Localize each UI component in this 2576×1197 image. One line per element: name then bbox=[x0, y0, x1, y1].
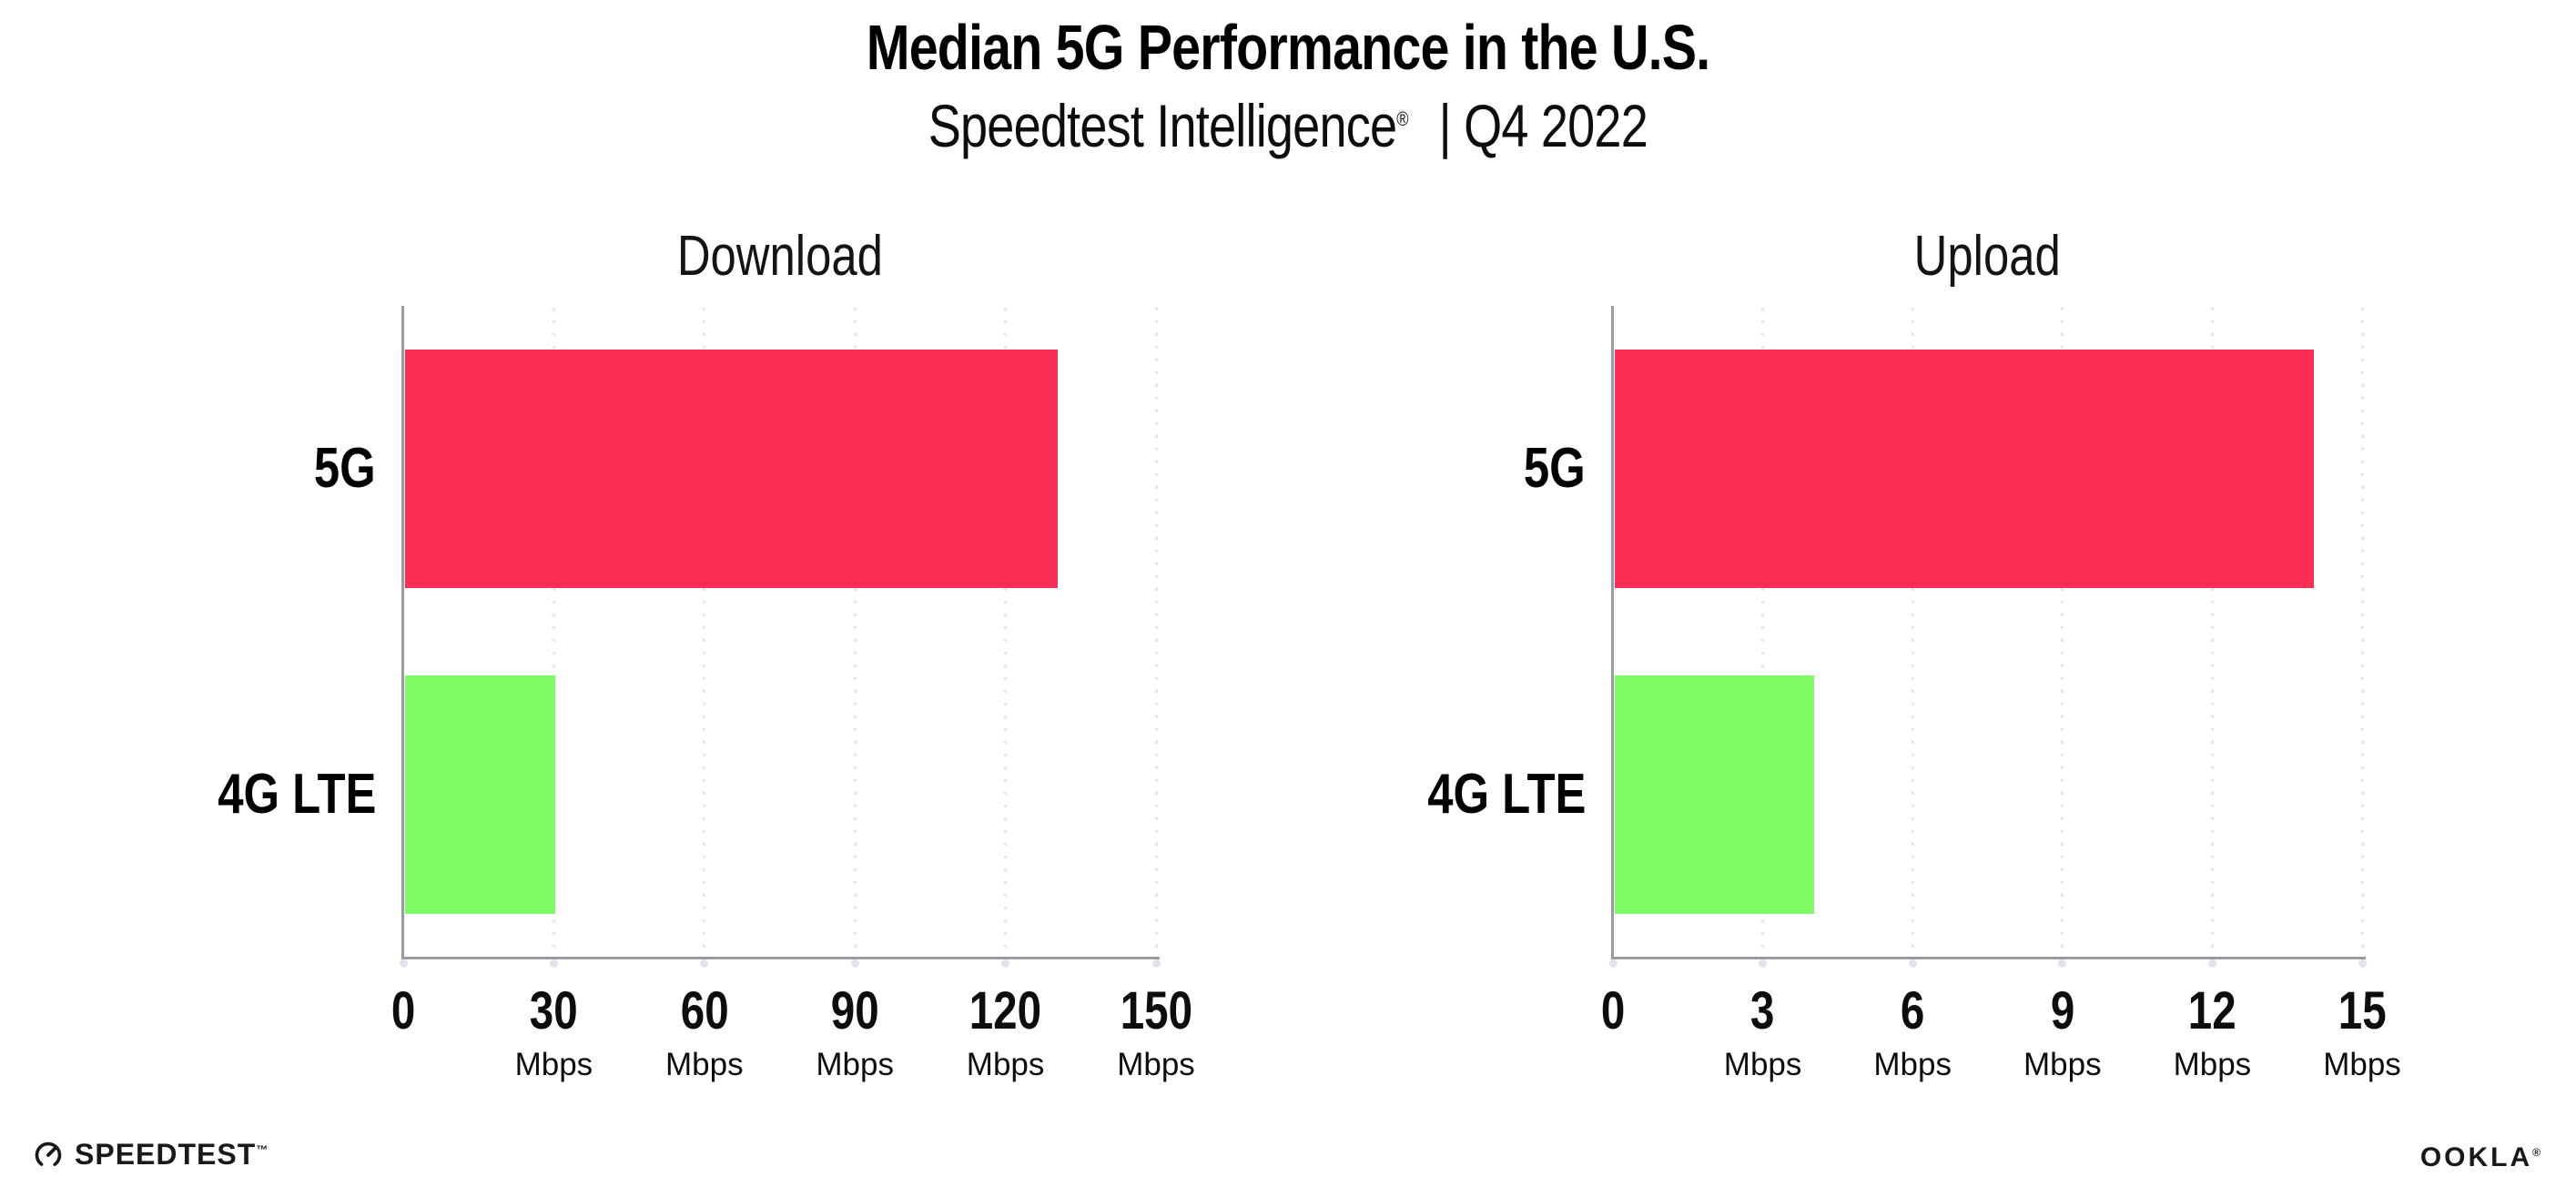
download-chart-plot: 0 30 Mbps 60 Mbps 90 Mbps 120 Mbps 150 Mbps 5G 4G LT… bbox=[218, 306, 1195, 1080]
x-tick-unit-label: Mbps bbox=[2023, 1047, 2102, 1082]
x-tick-label: 90 bbox=[830, 981, 879, 1040]
x-tick-unit-label: Mbps bbox=[816, 1047, 894, 1082]
x-tick-unit-label: Mbps bbox=[1873, 1047, 1952, 1082]
subtitle: Speedtest Intelligence® | Q4 2022 bbox=[0, 91, 2576, 160]
bar-5g bbox=[405, 350, 1058, 588]
gridline bbox=[2360, 308, 2364, 956]
tick-dot bbox=[700, 959, 709, 968]
tick-dot bbox=[1001, 959, 1010, 968]
tick-dot bbox=[549, 959, 558, 968]
x-tick-unit-label: Mbps bbox=[966, 1047, 1045, 1082]
x-tick-label: 3 bbox=[1750, 981, 1775, 1040]
ookla-wordmark: OOKLA® bbox=[2419, 1142, 2543, 1172]
x-tick-label: 0 bbox=[390, 981, 416, 1040]
gridline bbox=[2061, 308, 2064, 956]
category-label: 4G LTE bbox=[1426, 763, 1586, 826]
trademark-symbol: ™ bbox=[256, 1142, 269, 1157]
gridline bbox=[1004, 308, 1008, 956]
gridline bbox=[703, 308, 706, 956]
tick-dot bbox=[1608, 959, 1618, 968]
x-tick-unit-label: Mbps bbox=[665, 1047, 744, 1082]
gridline bbox=[1154, 308, 1158, 956]
bar-4g-lte bbox=[1615, 675, 1815, 914]
category-label: 4G LTE bbox=[217, 763, 376, 826]
gridline bbox=[2210, 308, 2214, 956]
x-tick-label: 30 bbox=[529, 981, 578, 1040]
speedtest-wordmark: SPEEDTEST™ bbox=[75, 1138, 269, 1171]
x-tick-unit-label: Mbps bbox=[1723, 1047, 1802, 1082]
x-tick-unit-label: Mbps bbox=[2323, 1047, 2401, 1082]
tick-dot bbox=[399, 959, 408, 968]
speedtest-gauge-icon bbox=[35, 1141, 62, 1168]
subtitle-brand: Speedtest Intelligence bbox=[928, 92, 1397, 159]
category-label: 5G bbox=[1524, 437, 1586, 500]
gridline bbox=[1761, 308, 1765, 956]
subtitle-text: Speedtest Intelligence® | Q4 2022 bbox=[928, 91, 1648, 160]
x-tick-unit-label: Mbps bbox=[2173, 1047, 2252, 1082]
registered-symbol: ® bbox=[2532, 1146, 2543, 1159]
bar-4g-lte bbox=[405, 675, 556, 914]
tick-dot bbox=[2207, 959, 2216, 968]
page-title-text: Median 5G Performance in the U.S. bbox=[866, 12, 1710, 83]
category-label: 5G bbox=[314, 437, 376, 500]
subtitle-period: | Q4 2022 bbox=[1438, 92, 1648, 159]
tick-dot bbox=[1759, 959, 1768, 968]
tick-dot bbox=[850, 959, 859, 968]
x-tick-label: 120 bbox=[969, 981, 1042, 1040]
x-tick-unit-label: Mbps bbox=[1117, 1047, 1195, 1082]
ookla-logo: OOKLA® bbox=[2420, 1142, 2543, 1173]
subtitle-separator bbox=[1408, 92, 1439, 159]
y-axis-line bbox=[401, 306, 404, 958]
tick-dot bbox=[1151, 959, 1161, 968]
x-tick-label: 0 bbox=[1600, 981, 1626, 1040]
y-axis-line bbox=[1611, 306, 1614, 958]
x-tick-label: 9 bbox=[2050, 981, 2075, 1040]
x-tick-label: 15 bbox=[2338, 981, 2387, 1040]
speedtest-logo: SPEEDTEST™ bbox=[33, 1138, 269, 1172]
gridline bbox=[552, 308, 555, 956]
download-chart-title: Download bbox=[676, 225, 883, 288]
tick-dot bbox=[1908, 959, 1917, 968]
bar-5g bbox=[1615, 350, 2315, 588]
x-tick-label: 150 bbox=[1120, 981, 1192, 1040]
x-tick-label: 60 bbox=[680, 981, 729, 1040]
x-axis-line bbox=[401, 957, 1160, 959]
x-tick-label: 12 bbox=[2187, 981, 2236, 1040]
tick-dot bbox=[2058, 959, 2067, 968]
x-tick-label: 6 bbox=[1900, 981, 1925, 1040]
registered-mark: ® bbox=[1396, 107, 1408, 130]
x-tick-unit-label: Mbps bbox=[514, 1047, 593, 1082]
tick-dot bbox=[2358, 959, 2367, 968]
gridline bbox=[853, 308, 857, 956]
gridline bbox=[1911, 308, 1914, 956]
upload-chart-title: Upload bbox=[1913, 225, 2062, 288]
upload-chart-plot: 0 3 Mbps 6 Mbps 9 Mbps 12 Mbps 15 Mbps 5G 4G LTE bbox=[1427, 306, 2401, 1080]
x-axis-line bbox=[1611, 957, 2366, 959]
page-title: Median 5G Performance in the U.S. bbox=[0, 11, 2576, 84]
